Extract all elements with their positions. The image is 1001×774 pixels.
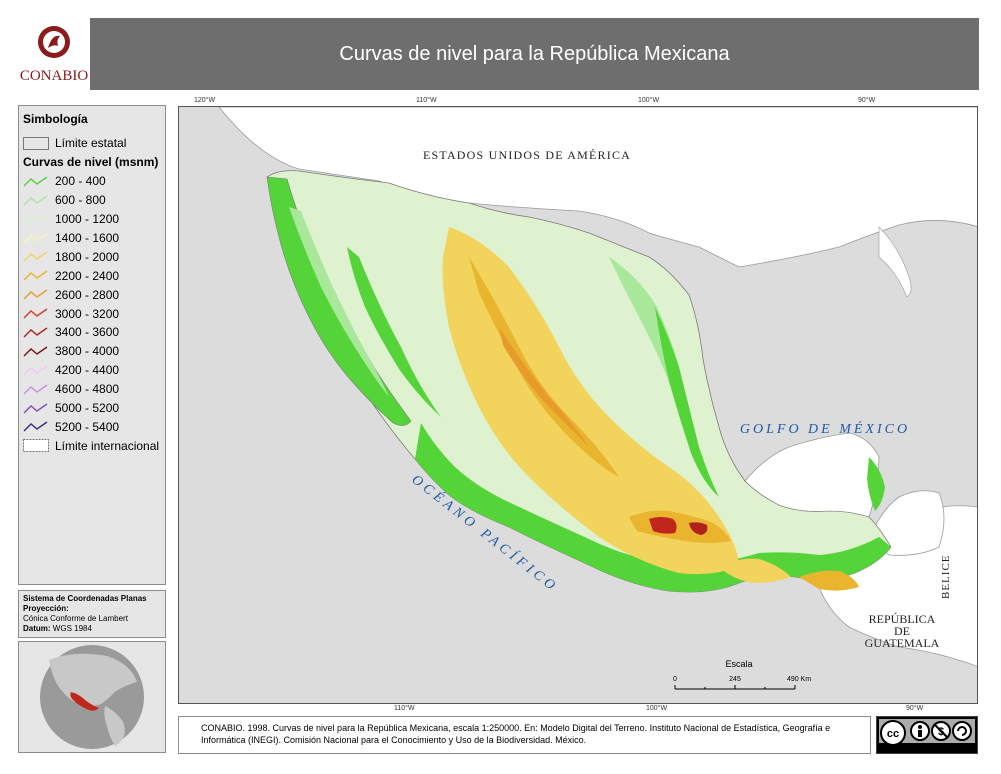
coord-line3: Cónica Conforme de Lambert (23, 614, 128, 623)
legend-class-9: 3800 - 4000 (23, 342, 161, 361)
top-tick-110w: 110°W (416, 97, 437, 104)
contour-swatch (23, 421, 48, 432)
bottom-tick-90w: 90°W (906, 705, 924, 712)
top-tick-labels: 120°W 110°W 100°W 90°W (180, 97, 980, 106)
legend-class-label: 1000 - 1200 (55, 212, 120, 227)
top-tick-100w: 100°W (638, 97, 660, 104)
contour-swatch (23, 346, 48, 357)
legend-class-6: 2600 - 2800 (23, 285, 161, 304)
label-usa: ESTADOS UNIDOS DE AMÉRICA (423, 148, 631, 162)
top-tick-120w: 120°W (194, 97, 216, 104)
scale-title: Escala (725, 659, 752, 669)
legend-class-label: 200 - 400 (55, 174, 106, 189)
top-tick-90w: 90°W (858, 97, 876, 104)
legend-class-8: 3400 - 3600 (23, 323, 161, 342)
bottom-tick-100w: 100°W (646, 705, 668, 712)
legend-class-label: 4600 - 4800 (55, 382, 120, 397)
coordinate-system-box: Sistema de Coordenadas Planas Proyección… (18, 590, 166, 638)
contour-swatch (23, 195, 48, 206)
contour-swatch (23, 308, 48, 319)
legend-class-7: 3000 - 3200 (23, 304, 161, 323)
legend-class-11: 4600 - 4800 (23, 380, 161, 399)
bottom-tick-labels: 110°W 100°W 90°W (180, 705, 980, 714)
contour-swatch (23, 289, 48, 300)
contour-map: ESTADOS UNIDOS DE AMÉRICA GOLFO DE MÉXIC… (178, 106, 978, 704)
contour-swatch (23, 232, 48, 243)
legend-state-limit: Límite estatal (23, 134, 161, 153)
label-gulf: GOLFO DE MÉXICO (740, 420, 910, 437)
label-belize: BELICE (940, 555, 952, 600)
international-limit-swatch (23, 439, 49, 453)
legend-class-label: 5200 - 5400 (55, 419, 120, 434)
conabio-logo: CONABIO (18, 18, 90, 90)
legend-class-label: 4200 - 4400 (55, 363, 120, 378)
contour-swatch (23, 176, 48, 187)
legend-class-1: 600 - 800 (23, 191, 161, 210)
contour-swatch (23, 214, 48, 225)
legend-class-2: 1000 - 1200 (23, 210, 161, 229)
creative-commons-badge[interactable]: cc $ (876, 716, 978, 754)
legend-panel: Simbología Límite estatal Curvas de nive… (18, 105, 166, 585)
contour-swatch (23, 402, 48, 414)
contour-swatch (23, 270, 48, 281)
label-guatemala-3: GUATEMALA (865, 636, 940, 650)
legend-class-label: 1400 - 1600 (55, 231, 120, 245)
locator-globe-panel (18, 641, 166, 753)
scale-value-245: 245 (729, 676, 741, 683)
mexico-contour-map-graphic: ESTADOS UNIDOS DE AMÉRICA GOLFO DE MÉXIC… (218, 107, 977, 690)
contour-swatch (23, 327, 48, 338)
legend-class-10: 4200 - 4400 (23, 361, 161, 380)
contour-swatch (23, 365, 48, 376)
logo-wordmark: CONABIO (19, 68, 89, 84)
scale-value-490: 490 Km (787, 676, 811, 683)
legend-class-label: 3800 - 4000 (55, 344, 120, 359)
legend-class-label: 5000 - 5200 (55, 401, 120, 416)
conabio-emblem-icon (38, 26, 70, 58)
legend-class-3: 1400 - 1600 (23, 229, 161, 248)
label-guatemala-2: DE (894, 624, 910, 638)
legend-class-label: 1800 - 2000 (55, 249, 120, 264)
citation-box: CONABIO. 1998. Curvas de nivel para la R… (178, 716, 871, 754)
legend-contours-heading: Curvas de nivel (msnm) (23, 154, 159, 169)
legend-international-limit-label: Límite internacional (55, 438, 160, 453)
legend-class-label: 600 - 800 (55, 193, 106, 208)
coord-datum-label: Datum: (23, 624, 51, 633)
legend-class-label: 2200 - 2400 (55, 268, 120, 283)
coord-datum-value: WGS 1984 (52, 624, 92, 633)
globe-icon (40, 645, 144, 749)
bottom-tick-110w: 110°W (394, 705, 415, 712)
page-title: Curvas de nivel para la República Mexica… (90, 18, 979, 90)
coord-line2: Proyección: (23, 604, 69, 613)
legend-class-label: 3400 - 3600 (55, 325, 120, 340)
legend-class-13: 5200 - 5400 (23, 417, 161, 436)
scale-bar: Escala 0 245 490 Km (673, 659, 811, 690)
legend-class-0: 200 - 400 (23, 172, 161, 191)
legend-class-4: 1800 - 2000 (23, 247, 161, 266)
svg-text:cc: cc (887, 728, 899, 740)
legend-class-label: 2600 - 2800 (55, 287, 120, 302)
scale-value-0: 0 (673, 676, 677, 683)
state-limit-swatch (23, 136, 49, 150)
coord-line1: Sistema de Coordenadas Planas (23, 594, 147, 603)
legend-class-12: 5000 - 5200 (23, 399, 161, 418)
legend-state-limit-label: Límite estatal (55, 136, 127, 151)
contour-swatch (23, 251, 48, 262)
legend-international-limit: Límite internacional (23, 436, 161, 455)
legend-contour-classes: 200 - 400 600 - 800 1000 - 1200 1400 - 1600… (23, 172, 161, 436)
label-guatemala-1: REPÚBLICA (869, 612, 936, 626)
contour-swatch (23, 384, 48, 395)
legend-heading: Simbología (23, 112, 88, 126)
legend-class-label: 3000 - 3200 (55, 306, 120, 321)
creative-commons-by-nc-sa-icon: cc $ (879, 719, 975, 746)
legend-class-5: 2200 - 2400 (23, 266, 161, 285)
